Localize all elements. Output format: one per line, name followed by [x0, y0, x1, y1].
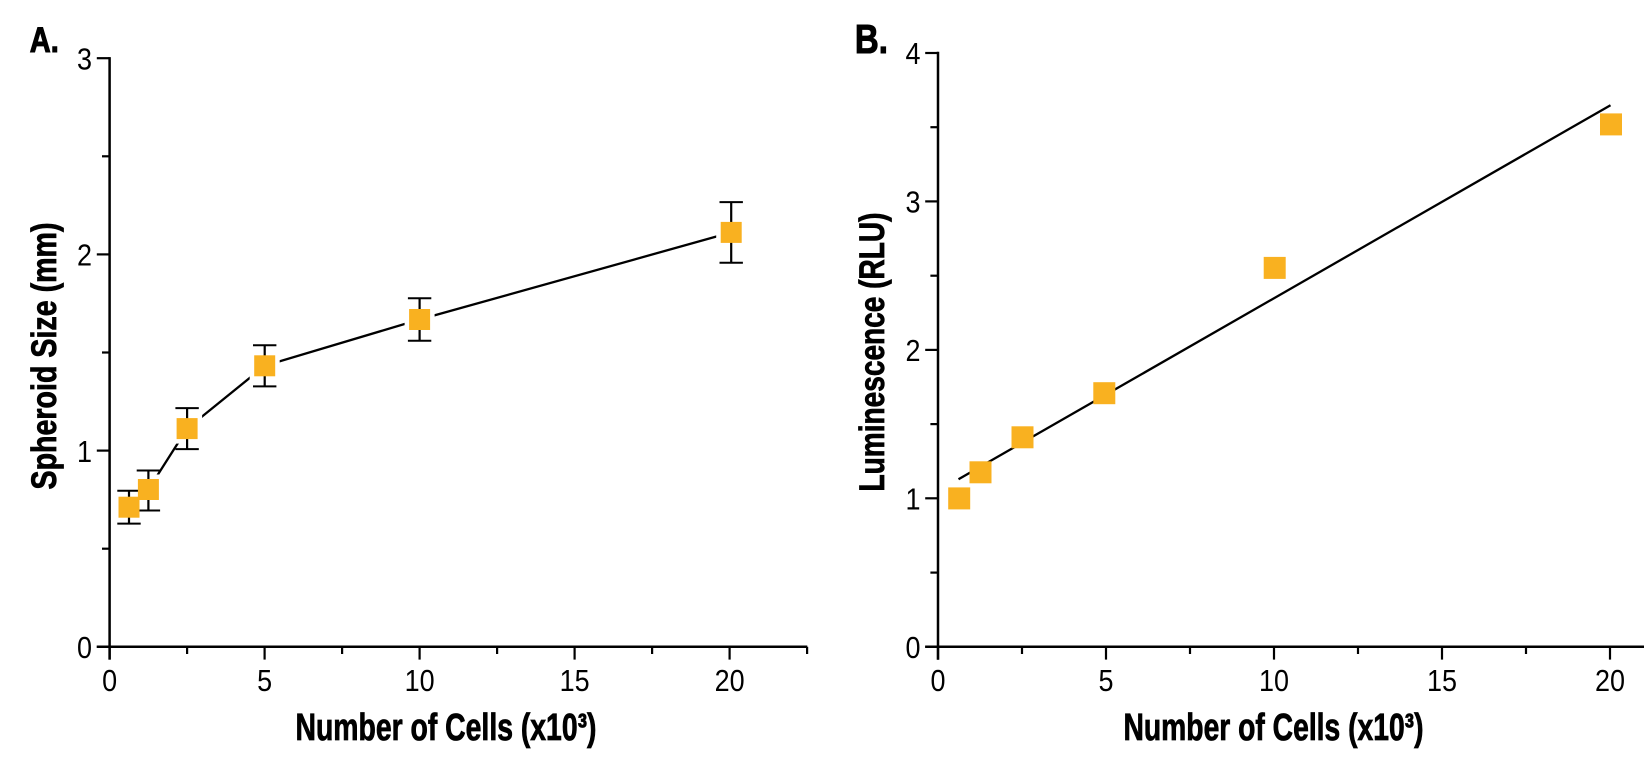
- svg-text:2: 2: [77, 239, 92, 273]
- svg-text:0: 0: [102, 664, 117, 698]
- svg-text:Number of Cells (x10³): Number of Cells (x10³): [1124, 707, 1424, 749]
- svg-text:3: 3: [77, 43, 92, 77]
- svg-text:3: 3: [906, 186, 921, 220]
- svg-text:Number of Cells (x10³): Number of Cells (x10³): [296, 707, 597, 749]
- svg-text:10: 10: [405, 664, 435, 698]
- svg-text:Luminescence (RLU): Luminescence (RLU): [853, 213, 892, 492]
- svg-text:1: 1: [906, 483, 921, 517]
- svg-text:20: 20: [715, 664, 745, 698]
- svg-text:Spheroid Size (mm): Spheroid Size (mm): [25, 223, 64, 490]
- svg-text:0: 0: [931, 664, 946, 698]
- svg-text:0: 0: [906, 631, 921, 665]
- svg-text:0: 0: [77, 631, 92, 665]
- svg-text:15: 15: [560, 664, 590, 698]
- svg-text:5: 5: [1099, 664, 1114, 698]
- svg-text:1: 1: [77, 435, 92, 469]
- svg-text:20: 20: [1595, 664, 1625, 698]
- svg-text:A.: A.: [30, 21, 59, 60]
- svg-text:4: 4: [906, 38, 921, 72]
- svg-text:5: 5: [257, 664, 272, 698]
- svg-text:2: 2: [906, 334, 921, 368]
- svg-text:15: 15: [1427, 664, 1457, 698]
- svg-text:B.: B.: [855, 16, 888, 62]
- svg-text:10: 10: [1259, 664, 1289, 698]
